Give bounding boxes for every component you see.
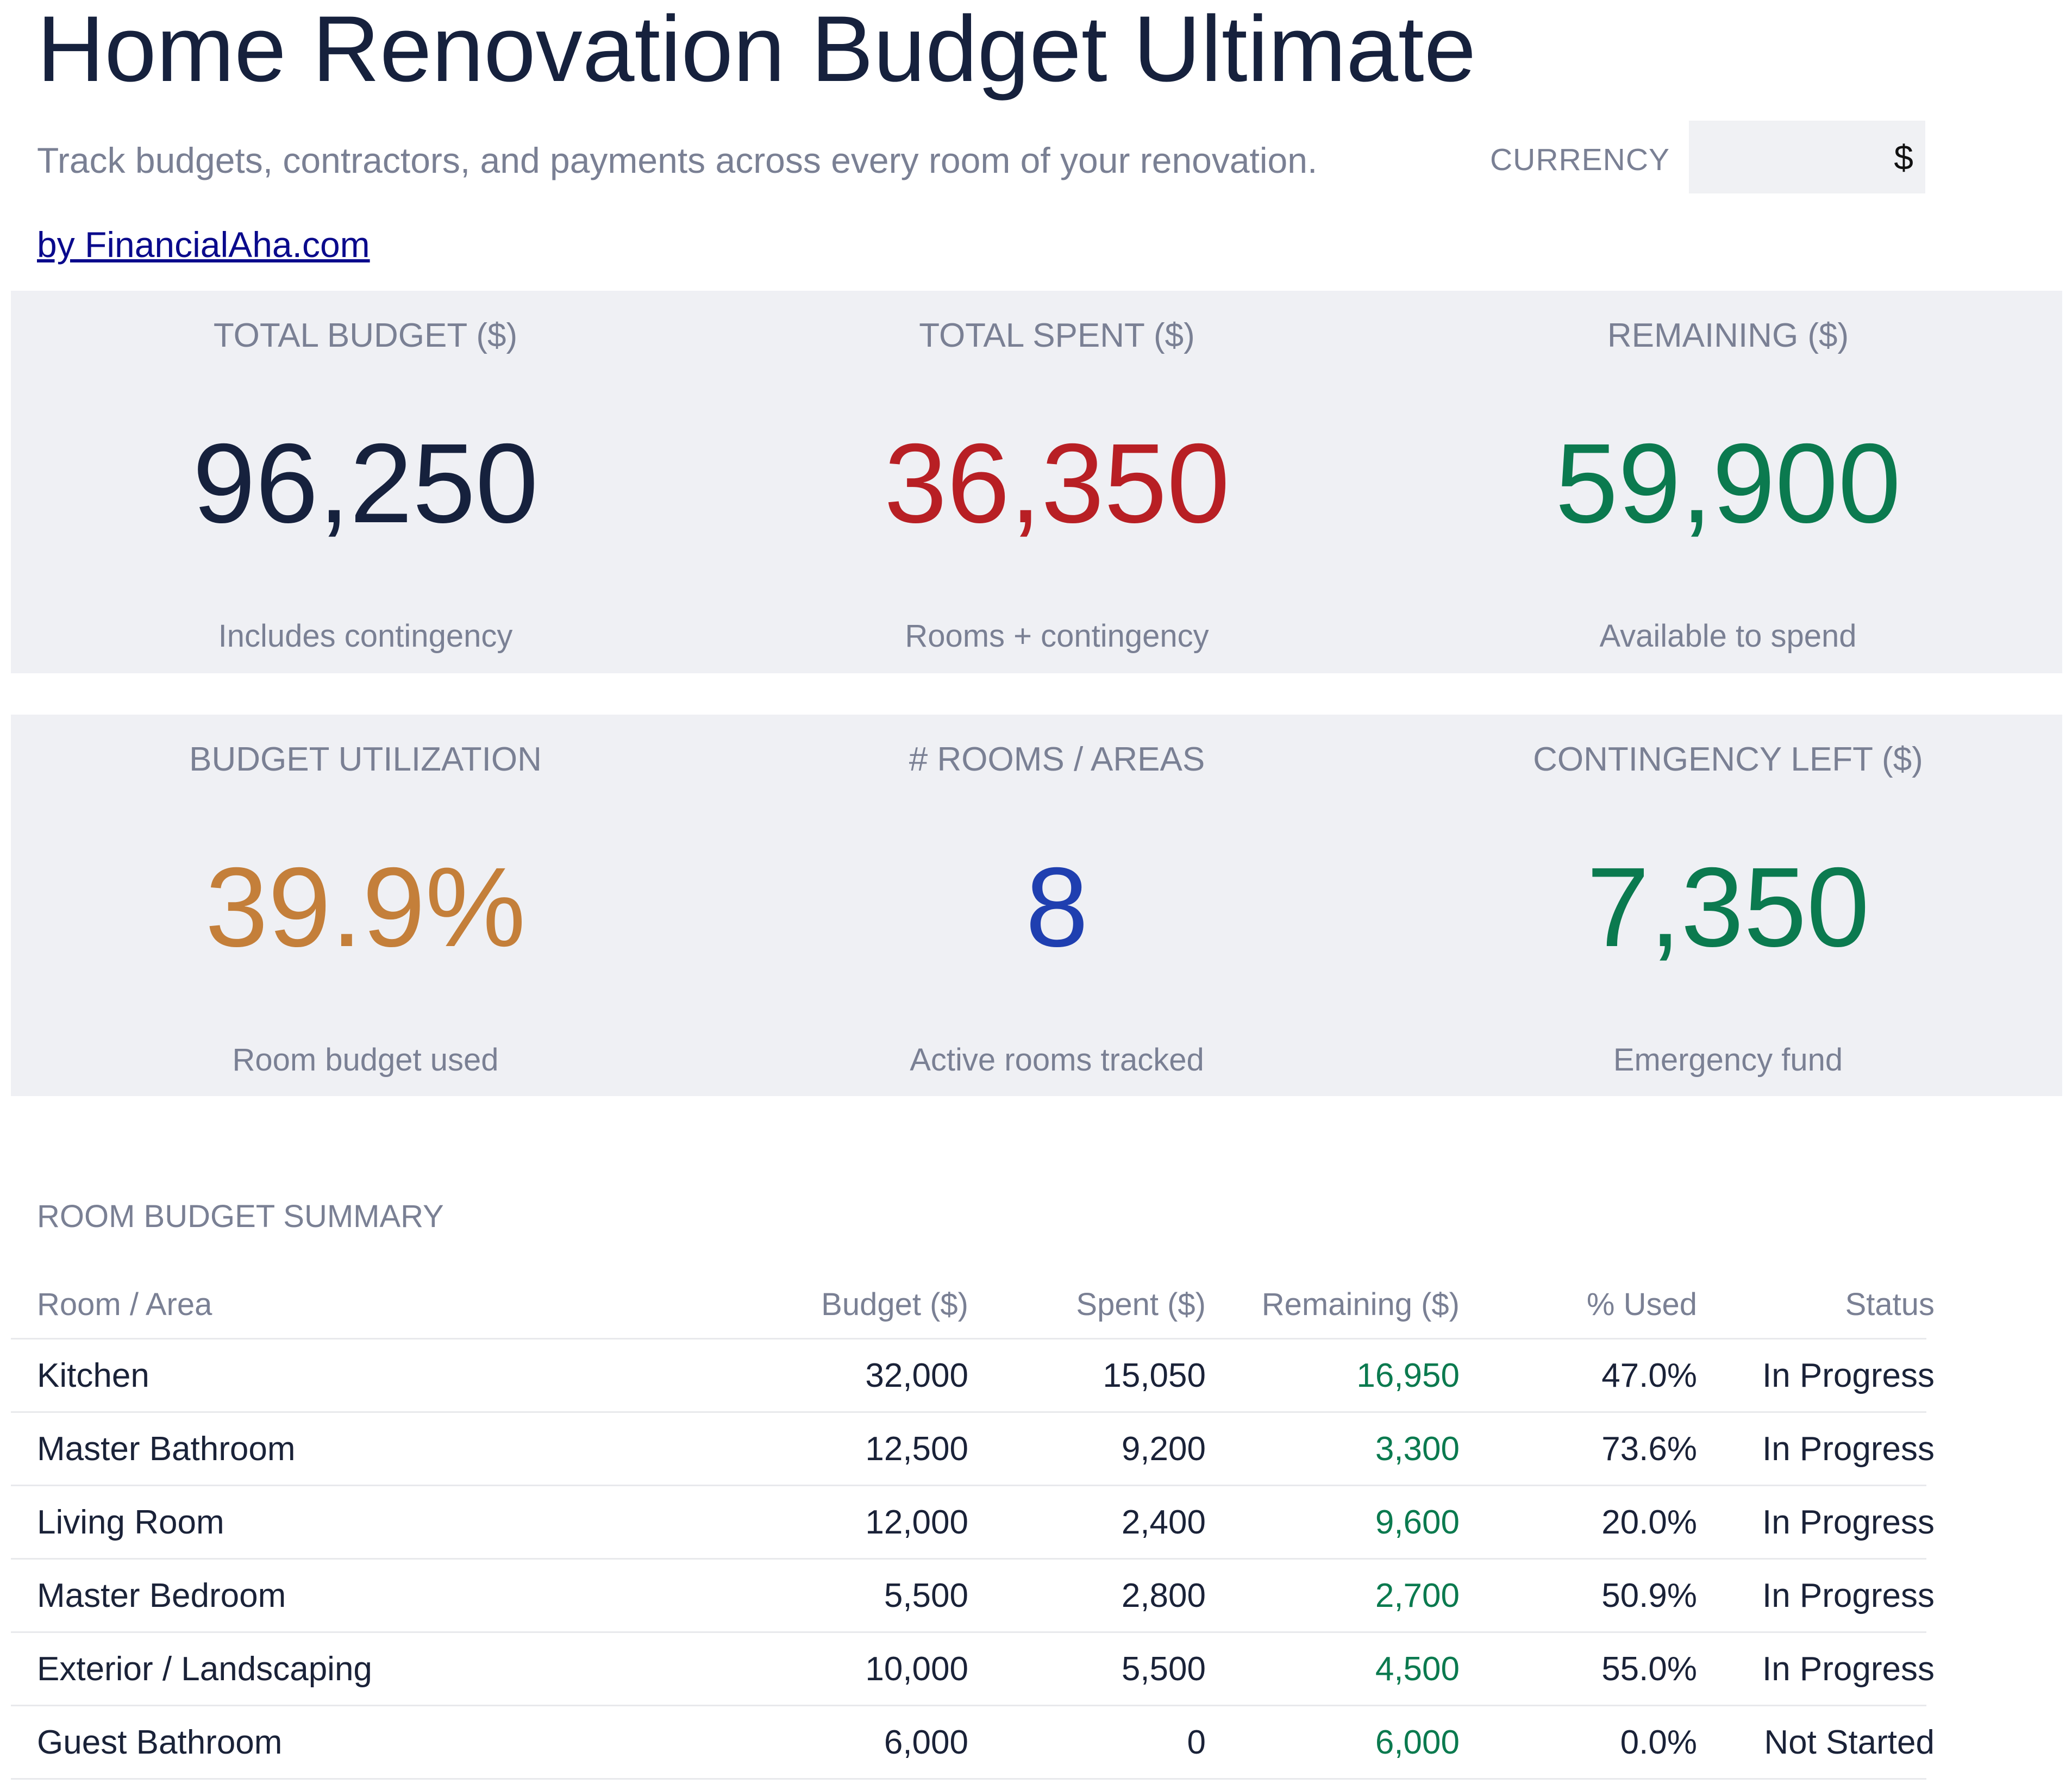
cell-budget[interactable]: 12,500	[865, 1430, 968, 1468]
page-title: Home Renovation Budget Ultimate	[37, 0, 1476, 101]
cell-remaining[interactable]: 6,000	[1375, 1723, 1460, 1761]
cell-remaining[interactable]: 2,700	[1375, 1576, 1460, 1614]
table-row[interactable]: Living Room 12,000 2,400 9,600 20.0% In …	[11, 1486, 1935, 1560]
column-header-remaining[interactable]: Remaining ($)	[1261, 1287, 1460, 1322]
cell-status[interactable]: In Progress	[1762, 1576, 1935, 1614]
table-row[interactable]: Master Bedroom 5,500 2,800 2,700 50.9% I…	[11, 1560, 1935, 1633]
kpi-remaining: REMAINING ($) 59,900 Available to spend	[1394, 291, 2062, 673]
currency-label: CURRENCY	[1490, 142, 1670, 177]
kpi-value: 39.9%	[205, 844, 526, 971]
kpi-value: 36,350	[884, 421, 1230, 547]
cell-budget[interactable]: 32,000	[865, 1356, 968, 1394]
column-header-spent[interactable]: Spent ($)	[1076, 1287, 1206, 1322]
cell-remaining[interactable]: 16,950	[1356, 1356, 1460, 1394]
cell-budget[interactable]: 12,000	[865, 1503, 968, 1541]
cell-spent[interactable]: 2,800	[1121, 1576, 1206, 1614]
byline-link[interactable]: by FinancialAha.com	[37, 224, 370, 265]
column-header-budget[interactable]: Budget ($)	[821, 1287, 968, 1322]
cell-budget[interactable]: 10,000	[865, 1650, 968, 1688]
column-header-pct-used[interactable]: % Used	[1586, 1287, 1697, 1322]
cell-pct-used[interactable]: 0.0%	[1620, 1723, 1697, 1761]
cell-budget[interactable]: 5,500	[884, 1576, 968, 1614]
kpi-label: REMAINING ($)	[1607, 317, 1849, 354]
kpi-caption: Includes contingency	[218, 618, 513, 654]
cell-pct-used[interactable]: 50.9%	[1601, 1576, 1697, 1614]
kpi-label: TOTAL BUDGET ($)	[213, 317, 518, 354]
currency-input[interactable]: $	[1689, 121, 1925, 193]
kpi-value: 8	[1025, 844, 1088, 971]
cell-status[interactable]: In Progress	[1762, 1430, 1935, 1468]
cell-room[interactable]: Guest Bathroom	[37, 1723, 283, 1761]
cell-status[interactable]: In Progress	[1762, 1650, 1935, 1688]
cell-remaining[interactable]: 3,300	[1375, 1430, 1460, 1468]
cell-remaining[interactable]: 4,500	[1375, 1650, 1460, 1688]
cell-spent[interactable]: 5,500	[1121, 1650, 1206, 1688]
column-header-status[interactable]: Status	[1845, 1287, 1935, 1322]
cell-spent[interactable]: 15,050	[1103, 1356, 1206, 1394]
cell-status[interactable]: In Progress	[1762, 1503, 1935, 1541]
cell-room[interactable]: Kitchen	[37, 1356, 149, 1394]
cell-pct-used[interactable]: 73.6%	[1601, 1430, 1697, 1468]
cell-status[interactable]: In Progress	[1762, 1356, 1935, 1394]
kpi-value: 59,900	[1555, 421, 1901, 547]
kpi-value: 96,250	[192, 421, 539, 547]
kpi-total-spent: TOTAL SPENT ($) 36,350 Rooms + contingen…	[720, 291, 1394, 673]
table-row[interactable]: Guest Bathroom 6,000 0 6,000 0.0% Not St…	[11, 1706, 1935, 1780]
section-title-room-summary: ROOM BUDGET SUMMARY	[37, 1199, 444, 1234]
kpi-budget-utilization: BUDGET UTILIZATION 39.9% Room budget use…	[11, 715, 720, 1096]
kpi-label: # ROOMS / AREAS	[909, 741, 1205, 778]
cell-spent[interactable]: 0	[1187, 1723, 1206, 1761]
kpi-total-budget: TOTAL BUDGET ($) 96,250 Includes conting…	[11, 291, 720, 673]
cell-pct-used[interactable]: 55.0%	[1601, 1650, 1697, 1688]
kpi-value: 7,350	[1586, 844, 1870, 971]
cell-spent[interactable]: 2,400	[1121, 1503, 1206, 1541]
cell-spent[interactable]: 9,200	[1121, 1430, 1206, 1468]
kpi-label: TOTAL SPENT ($)	[919, 317, 1195, 354]
cell-status[interactable]: Not Started	[1764, 1723, 1935, 1761]
currency-value: $	[1894, 138, 1913, 177]
kpi-rooms-count: # ROOMS / AREAS 8 Active rooms tracked	[720, 715, 1394, 1096]
column-header-room[interactable]: Room / Area	[37, 1287, 212, 1322]
kpi-caption: Emergency fund	[1613, 1042, 1843, 1078]
cell-budget[interactable]: 6,000	[884, 1723, 968, 1761]
kpi-caption: Room budget used	[232, 1042, 499, 1078]
cell-remaining[interactable]: 9,600	[1375, 1503, 1460, 1541]
table-row[interactable]: Master Bathroom 12,500 9,200 3,300 73.6%…	[11, 1413, 1935, 1486]
kpi-label: CONTINGENCY LEFT ($)	[1533, 741, 1923, 778]
kpi-label: BUDGET UTILIZATION	[189, 741, 542, 778]
cell-room[interactable]: Exterior / Landscaping	[37, 1650, 372, 1688]
cell-pct-used[interactable]: 20.0%	[1601, 1503, 1697, 1541]
table-row[interactable]: Kitchen 32,000 15,050 16,950 47.0% In Pr…	[11, 1340, 1935, 1413]
cell-room[interactable]: Master Bedroom	[37, 1576, 286, 1614]
cell-pct-used[interactable]: 47.0%	[1601, 1356, 1697, 1394]
table-header-row: Room / Area Budget ($) Spent ($) Remaini…	[11, 1274, 1935, 1340]
cell-room[interactable]: Living Room	[37, 1503, 224, 1541]
cell-room[interactable]: Master Bathroom	[37, 1430, 296, 1468]
kpi-caption: Rooms + contingency	[905, 618, 1209, 654]
kpi-contingency-left: CONTINGENCY LEFT ($) 7,350 Emergency fun…	[1394, 715, 2062, 1096]
kpi-band-metrics: BUDGET UTILIZATION 39.9% Room budget use…	[11, 715, 2062, 1096]
kpi-caption: Available to spend	[1599, 618, 1857, 654]
kpi-caption: Active rooms tracked	[910, 1042, 1204, 1078]
room-budget-table: Room / Area Budget ($) Spent ($) Remaini…	[11, 1274, 1935, 1780]
table-row[interactable]: Exterior / Landscaping 10,000 5,500 4,50…	[11, 1633, 1935, 1706]
page-subtitle: Track budgets, contractors, and payments…	[37, 140, 1318, 180]
kpi-band-totals: TOTAL BUDGET ($) 96,250 Includes conting…	[11, 291, 2062, 673]
